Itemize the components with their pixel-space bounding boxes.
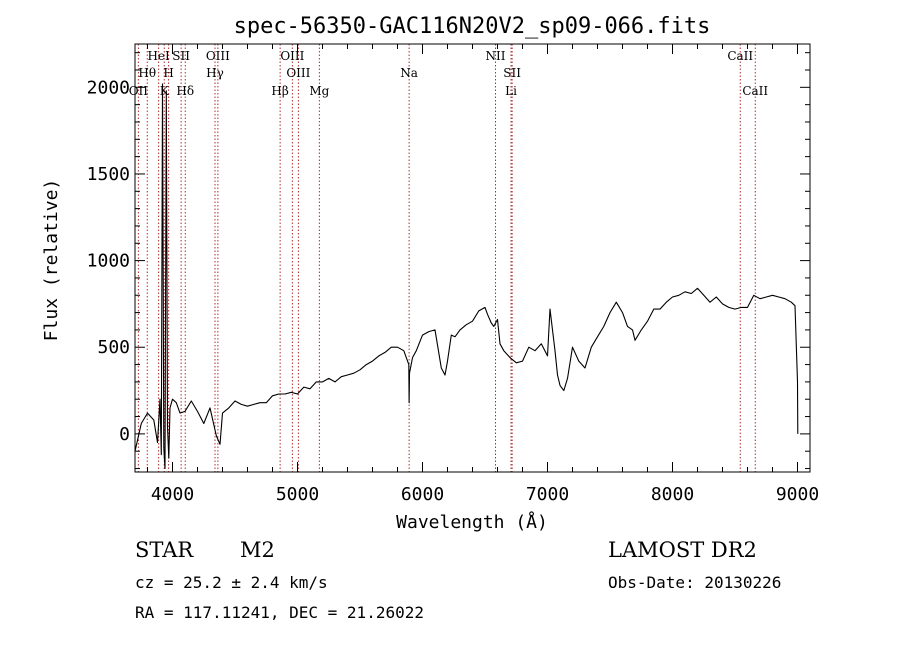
axes-layer: 4000 5000 6000 7000 8000 9000 0 500 1000 1500 2000: [87, 43, 819, 505]
line-label-1: SII: [172, 49, 190, 63]
plot-frame: [134, 43, 811, 473]
line-label-17: Li: [505, 84, 517, 98]
series-layer: [134, 83, 799, 470]
y-axis-label: Flux (relative): [41, 179, 62, 342]
survey-name: LAMOST DR2: [608, 538, 757, 562]
line-label-13: K: [160, 84, 170, 98]
x-tick-label-4: 8000: [651, 484, 694, 505]
x-tick-label-0: 4000: [151, 484, 194, 505]
series-line-0: [134, 83, 799, 470]
line-label-5: CaII: [727, 49, 753, 63]
line-label-11: SII: [503, 66, 521, 80]
line-label-2: OIII: [206, 49, 230, 63]
object-subclass: M2: [240, 538, 275, 562]
line-label-6: Hθ: [138, 66, 156, 80]
line-label-14: Hδ: [176, 84, 194, 98]
line-label-15: Hβ: [271, 84, 288, 98]
line-label-7: H: [163, 66, 173, 80]
x-axis-label: Wavelength (Å): [396, 511, 548, 533]
x-tick-label-3: 7000: [526, 484, 569, 505]
line-label-0: HeI: [147, 49, 170, 63]
y-tick-label-4: 2000: [87, 77, 130, 98]
line-label-3: OIII: [280, 49, 304, 63]
observation-date: Obs-Date: 20130226: [608, 573, 782, 592]
ra-dec-coordinates: RA = 117.11241, DEC = 21.26022: [135, 603, 424, 622]
line-label-4: NII: [486, 49, 506, 63]
y-tick-label-2: 1000: [87, 251, 130, 272]
line-label-10: Na: [400, 66, 418, 80]
line-label-18: CaII: [742, 84, 768, 98]
y-tick-label-1: 500: [97, 337, 130, 358]
y-tick-label-0: 0: [119, 424, 130, 445]
object-class: STAR: [135, 538, 194, 562]
x-tick-label-1: 5000: [276, 484, 319, 505]
redshift-cz: cz = 25.2 ± 2.4 km/s: [135, 573, 328, 592]
line-label-8: Hγ: [206, 66, 224, 80]
line-label-9: OIII: [286, 66, 310, 80]
line-label-12: OII: [129, 84, 149, 98]
x-tick-label-5: 9000: [776, 484, 819, 505]
line-label-16: Mg: [309, 84, 329, 98]
chart-title: spec-56350-GAC116N20V2_sp09-066.fits: [234, 14, 711, 39]
y-tick-label-3: 1500: [87, 164, 130, 185]
x-tick-label-2: 6000: [401, 484, 444, 505]
